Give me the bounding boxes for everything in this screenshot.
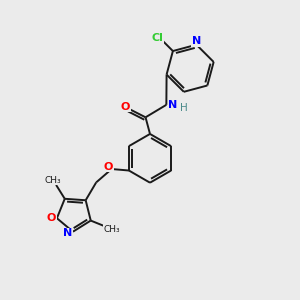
Text: O: O: [47, 213, 56, 223]
Text: N: N: [168, 100, 178, 110]
Text: O: O: [121, 102, 130, 112]
Text: H: H: [180, 103, 188, 113]
Text: Cl: Cl: [152, 33, 164, 43]
Text: N: N: [63, 228, 72, 238]
Text: O: O: [104, 162, 113, 172]
Text: CH₃: CH₃: [45, 176, 62, 185]
Text: N: N: [192, 36, 201, 46]
Text: CH₃: CH₃: [104, 225, 120, 234]
